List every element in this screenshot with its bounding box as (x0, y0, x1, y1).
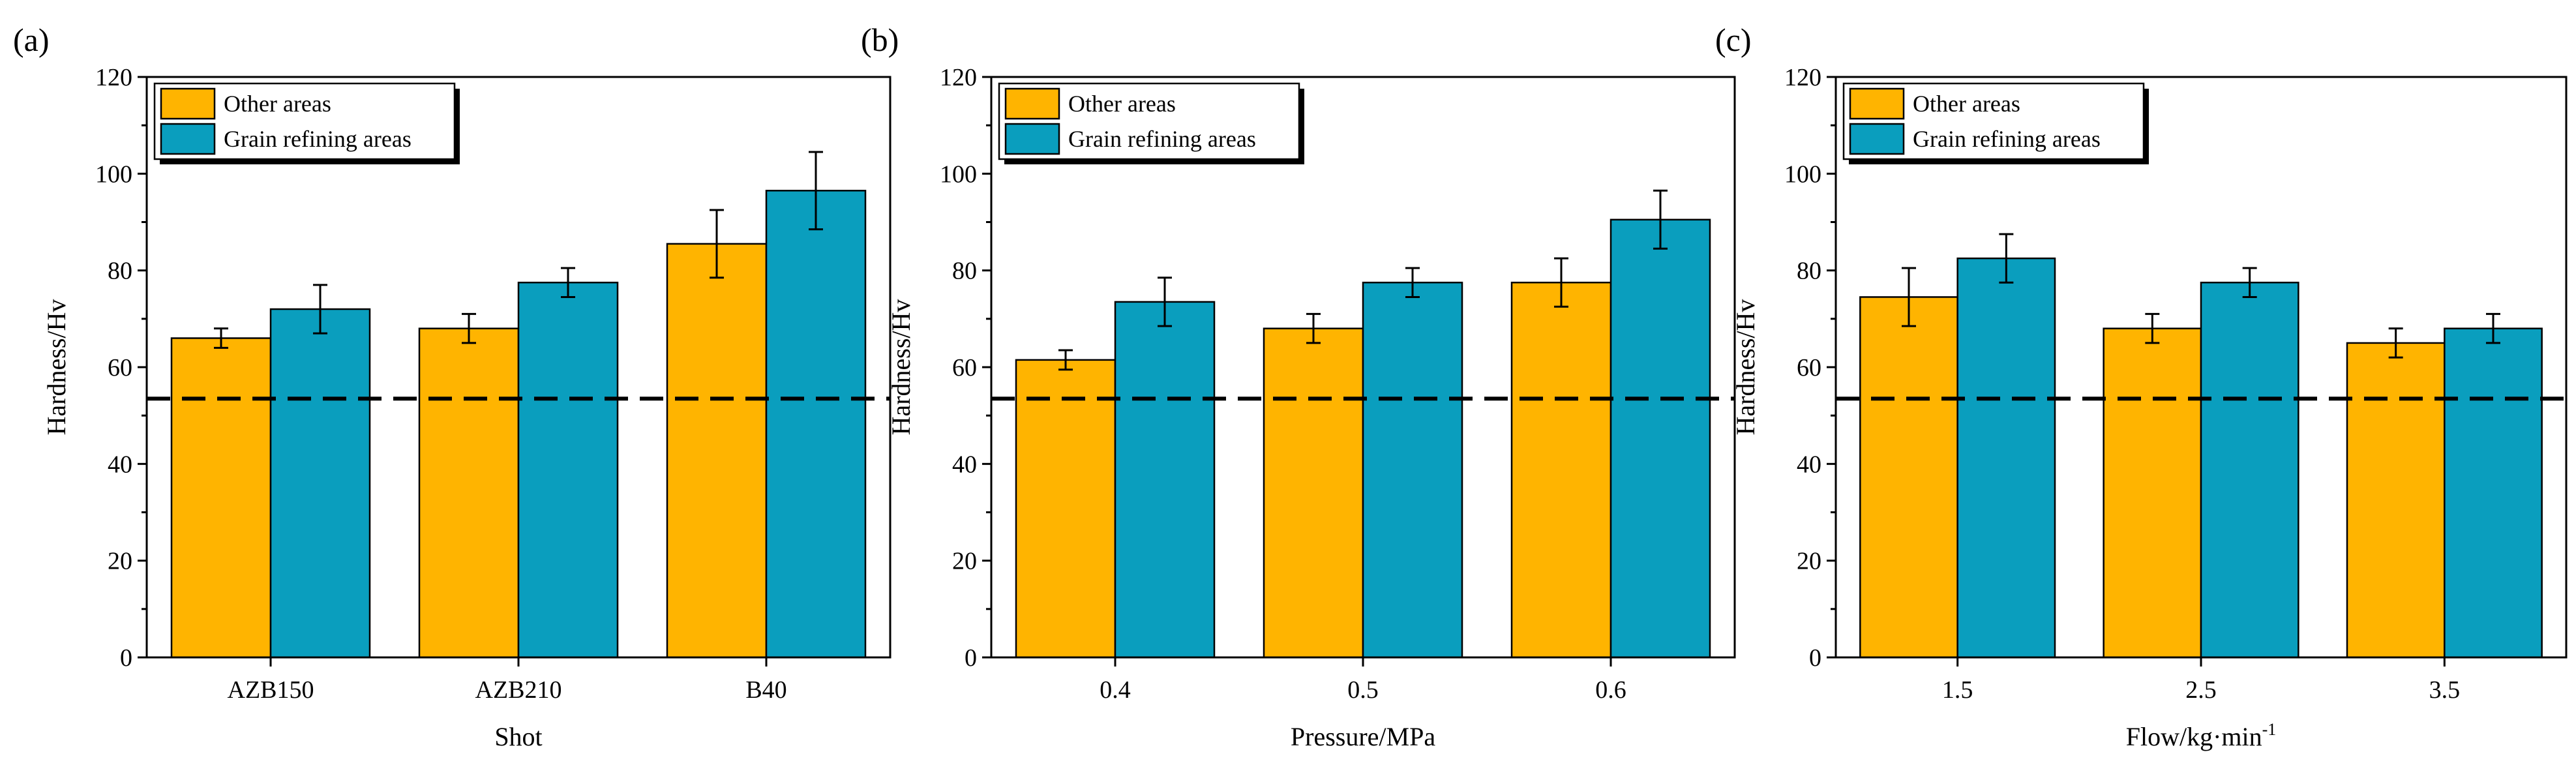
legend-label-other: Other areas (1068, 91, 1176, 117)
error-bar-grain-1 (1999, 233, 2014, 284)
error-bar-other-1 (1902, 267, 1916, 327)
bar-grain-3 (765, 190, 867, 659)
bar-grain-2 (1362, 281, 1463, 659)
error-bar-grain-1 (313, 284, 327, 335)
x-axis-title-text: Pressure/MPa (1291, 722, 1435, 751)
legend-label-grain: Grain refining areas (1913, 126, 2101, 152)
error-bar-grain-2 (2242, 267, 2257, 298)
error-bar-grain-3 (1653, 189, 1668, 250)
bar-other-2 (2103, 327, 2202, 659)
error-bar-other-1 (1058, 349, 1073, 371)
x-tick-label: 1.5 (1942, 676, 1973, 704)
error-bar-other-3 (710, 209, 724, 279)
legend-label-grain: Grain refining areas (1068, 126, 1256, 152)
y-tick-label: 40 (108, 451, 132, 478)
y-tick-label: 80 (108, 258, 132, 285)
error-bar-other-3 (2388, 327, 2403, 359)
legend-label-other: Other areas (224, 91, 331, 117)
y-tick-label: 20 (952, 548, 977, 575)
panel-label: (c) (1715, 22, 1752, 58)
error-bar-grain-2 (1405, 267, 1420, 298)
y-tick-label: 40 (1797, 451, 1821, 478)
x-tick-label: 2.5 (2185, 676, 2217, 704)
error-bar-grain-3 (2486, 312, 2500, 344)
x-tick-label: 3.5 (2429, 676, 2461, 704)
y-axis-title: Hardness/Hv (42, 299, 71, 436)
bar-other-1 (1859, 296, 1958, 659)
legend: Other areas Grain refining areas (153, 82, 460, 164)
bar-other-1 (1015, 359, 1116, 659)
y-tick-label: 20 (1797, 548, 1821, 575)
bar-grain-2 (517, 281, 619, 659)
y-tick-label: 20 (108, 548, 132, 575)
error-bar-grain-3 (809, 151, 823, 231)
x-tick-label: B40 (745, 676, 786, 704)
chart-panel-1: (a) 0 20 40 60 80 100 120 AZB150 AZB210 B40 Hardnes… (13, 22, 891, 751)
x-tick-label: 0.4 (1100, 676, 1131, 704)
bar-grain-3 (2444, 327, 2543, 659)
panel-label: (b) (861, 22, 899, 58)
legend-label-other: Other areas (1913, 91, 2020, 117)
legend: Other areas Grain refining areas (1842, 82, 2149, 164)
y-axis-title: Hardness/Hv (886, 299, 916, 436)
y-tick-label: 100 (940, 160, 977, 188)
y-tick-label: 80 (1797, 258, 1821, 285)
bar-grain-2 (2200, 281, 2299, 659)
bar-grain-1 (1114, 301, 1216, 659)
x-axis-title: Shot (494, 722, 542, 751)
panel-label: (a) (13, 22, 50, 58)
x-tick-label: AZB210 (475, 676, 562, 704)
y-tick-label: 120 (1784, 64, 1821, 91)
x-axis-title-text: Shot (494, 722, 542, 751)
y-tick-label: 120 (95, 64, 132, 91)
bar-other-2 (418, 327, 520, 659)
y-tick-label: 100 (1784, 160, 1821, 188)
y-tick-label: 60 (1797, 354, 1821, 382)
error-bar-grain-1 (1158, 277, 1172, 327)
error-bar-other-2 (462, 312, 476, 344)
bar-grain-1 (1956, 257, 2056, 659)
x-tick-label: AZB150 (228, 676, 314, 704)
y-tick-label: 100 (95, 160, 132, 188)
legend-label-grain: Grain refining areas (224, 126, 412, 152)
y-tick-label: 60 (108, 354, 132, 382)
bar-other-3 (666, 243, 768, 659)
x-axis-title: Pressure/MPa (1291, 722, 1435, 751)
x-axis-title-text: Flow/kg·min (2126, 722, 2262, 751)
y-tick-label: 0 (120, 644, 132, 672)
legend-swatch-grain (1004, 123, 1060, 155)
error-bar-grain-2 (561, 267, 575, 298)
bar-other-3 (1510, 281, 1612, 659)
legend-swatch-other (1004, 87, 1060, 120)
legend-swatch-grain (160, 123, 216, 155)
x-tick-label: 0.6 (1595, 676, 1626, 704)
legend-swatch-other (160, 87, 216, 120)
y-tick-label: 40 (952, 451, 977, 478)
legend-swatch-other (1849, 87, 1905, 120)
y-tick-label: 60 (952, 354, 977, 382)
error-bar-other-1 (214, 327, 228, 349)
x-axis-title-superscript: -1 (2262, 720, 2277, 739)
y-tick-label: 80 (952, 258, 977, 285)
x-tick-label: 0.5 (1347, 676, 1379, 704)
bar-grain-3 (1610, 218, 1711, 659)
y-tick-label: 0 (965, 644, 977, 672)
error-bar-other-3 (1554, 257, 1568, 308)
y-axis-title: Hardness/Hv (1731, 299, 1760, 436)
chart-panel-3: (c) 0 20 40 60 80 100 120 1.5 2.5 3.5 Hardness/Hv Fl… (1715, 22, 2568, 751)
chart-panel-2: (b) 0 20 40 60 80 100 120 0.4 0.5 0.6 Hardness/Hv Pr… (861, 22, 1736, 751)
bar-other-1 (170, 337, 272, 659)
legend-swatch-grain (1849, 123, 1905, 155)
error-bar-other-2 (1306, 312, 1321, 344)
y-tick-label: 0 (1809, 644, 1821, 672)
x-axis-title: Flow/kg·min-1 (2126, 720, 2277, 751)
y-tick-label: 120 (940, 64, 977, 91)
bar-other-2 (1263, 327, 1364, 659)
bar-grain-1 (269, 308, 371, 659)
error-bar-other-2 (2145, 312, 2160, 344)
legend: Other areas Grain refining areas (998, 82, 1304, 164)
bar-other-3 (2346, 342, 2446, 659)
